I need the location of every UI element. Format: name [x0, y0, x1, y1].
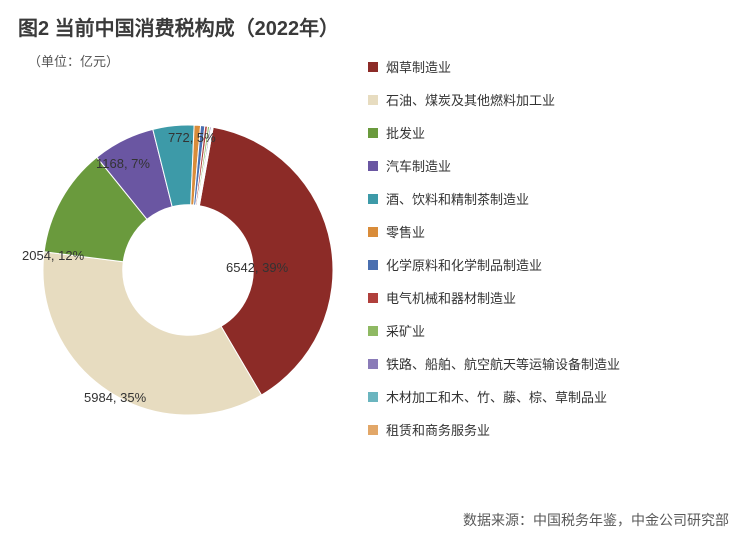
legend-item: 汽车制造业 — [368, 156, 620, 175]
legend-label: 汽车制造业 — [386, 156, 451, 175]
legend-item: 木材加工和木、竹、藤、棕、草制品业 — [368, 387, 620, 406]
legend-item: 石油、煤炭及其他燃料加工业 — [368, 90, 620, 109]
slice-label: 5984, 35% — [84, 390, 146, 405]
legend-swatch — [368, 95, 378, 105]
legend-label: 采矿业 — [386, 321, 425, 340]
legend-item: 零售业 — [368, 222, 620, 241]
chart-column: （单位：亿元） 6542, 39% 5984, 35% 2054, 12% 1168,… — [0, 47, 368, 450]
legend-item: 烟草制造业 — [368, 57, 620, 76]
slice-label: 1168, 7% — [96, 156, 150, 171]
legend-swatch — [368, 359, 378, 369]
legend-swatch — [368, 62, 378, 72]
legend-swatch — [368, 194, 378, 204]
legend-item: 酒、饮料和精制茶制造业 — [368, 189, 620, 208]
slice-label: 772, 5% — [168, 130, 216, 145]
legend-swatch — [368, 293, 378, 303]
legend-item: 采矿业 — [368, 321, 620, 340]
legend-label: 零售业 — [386, 222, 425, 241]
legend-swatch — [368, 392, 378, 402]
legend-label: 电气机械和器材制造业 — [386, 288, 516, 307]
legend-swatch — [368, 425, 378, 435]
legend-label: 酒、饮料和精制茶制造业 — [386, 189, 529, 208]
legend: 烟草制造业石油、煤炭及其他燃料加工业批发业汽车制造业酒、饮料和精制茶制造业零售业… — [368, 47, 620, 439]
legend-item: 化学原料和化学制品制造业 — [368, 255, 620, 274]
figure-title: 图2 当前中国消费税构成（2022年） — [0, 0, 751, 47]
legend-label: 木材加工和木、竹、藤、棕、草制品业 — [386, 387, 607, 406]
slice-label: 2054, 12% — [22, 248, 84, 263]
donut-chart: 6542, 39% 5984, 35% 2054, 12% 1168, 7% 772, … — [8, 70, 368, 450]
legend-swatch — [368, 128, 378, 138]
legend-item: 批发业 — [368, 123, 620, 142]
legend-label: 化学原料和化学制品制造业 — [386, 255, 542, 274]
legend-label: 石油、煤炭及其他燃料加工业 — [386, 90, 555, 109]
legend-swatch — [368, 227, 378, 237]
legend-swatch — [368, 326, 378, 336]
legend-item: 租赁和商务服务业 — [368, 420, 620, 439]
legend-swatch — [368, 161, 378, 171]
legend-item: 电气机械和器材制造业 — [368, 288, 620, 307]
slice-label: 6542, 39% — [226, 260, 288, 275]
legend-label: 烟草制造业 — [386, 57, 451, 76]
legend-label: 租赁和商务服务业 — [386, 420, 490, 439]
legend-label: 铁路、船舶、航空航天等运输设备制造业 — [386, 354, 620, 373]
legend-item: 铁路、船舶、航空航天等运输设备制造业 — [368, 354, 620, 373]
unit-label: （单位：亿元） — [0, 47, 368, 70]
content-row: （单位：亿元） 6542, 39% 5984, 35% 2054, 12% 1168,… — [0, 47, 751, 450]
legend-swatch — [368, 260, 378, 270]
legend-label: 批发业 — [386, 123, 425, 142]
data-source: 数据来源：中国税务年鉴，中金公司研究部 — [463, 510, 729, 530]
